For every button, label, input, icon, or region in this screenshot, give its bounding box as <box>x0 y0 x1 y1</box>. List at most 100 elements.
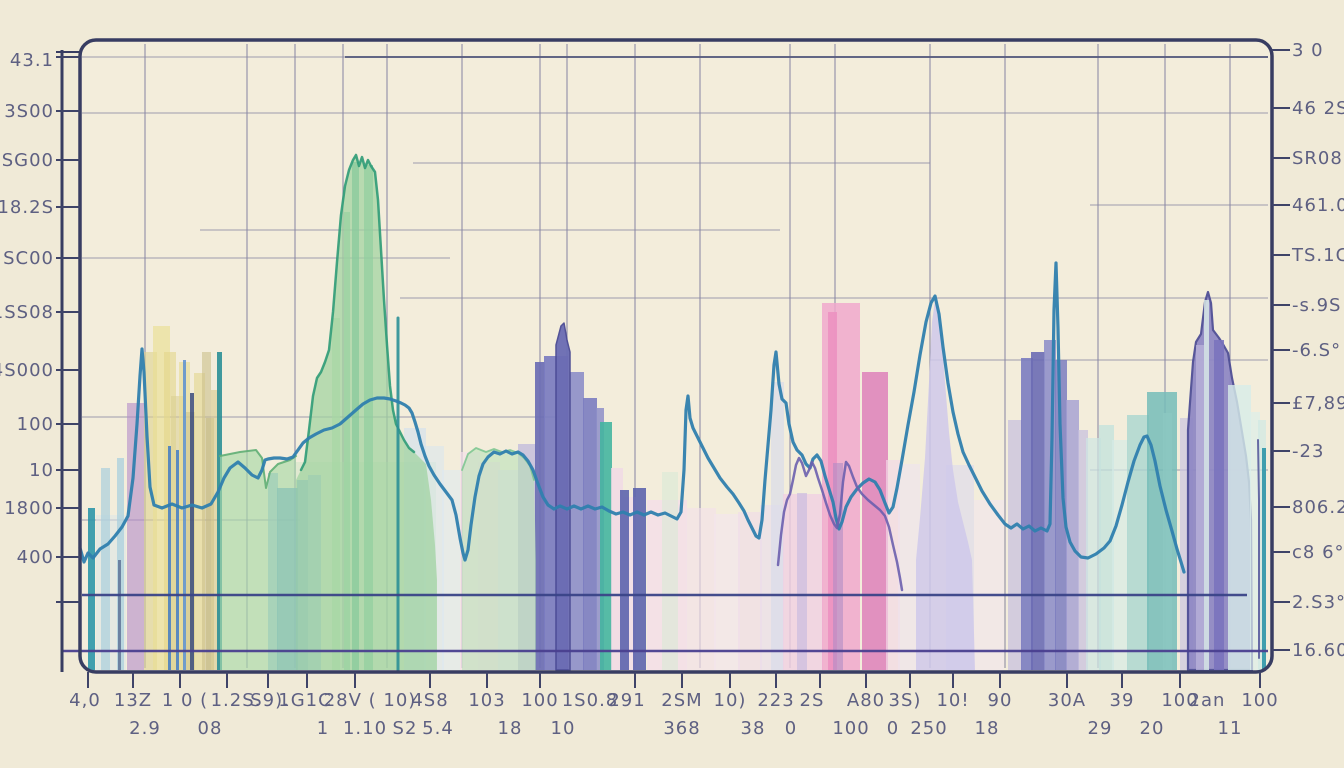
bar <box>898 464 920 670</box>
x-axis-label: 4S8 <box>411 690 448 711</box>
y-axis-right-label: 2.S3° <box>1292 592 1344 613</box>
y-axis-right-label: SR08.SS <box>1292 148 1344 169</box>
y-axis-left-label: 10 <box>29 460 54 481</box>
bar <box>1214 340 1224 670</box>
bar <box>1112 440 1128 670</box>
teal-main-line <box>78 261 1186 574</box>
y-axis-right-label: c8 6° <box>1292 542 1344 563</box>
x-axis-label: 1G1C <box>278 690 331 711</box>
x-axis-label-row2: 10 <box>551 718 576 739</box>
indigo-wobble-line <box>776 456 904 592</box>
y-axis-right-label: -s.9S <box>1292 295 1341 316</box>
bar <box>833 463 843 670</box>
y-axis-right-label: 3 0 <box>1292 40 1324 61</box>
bar <box>1021 358 1033 670</box>
bar <box>771 382 784 670</box>
x-axis-label: 100 <box>1241 690 1278 711</box>
x-axis-label-row2: 1 <box>317 718 329 739</box>
x-axis-label-row2: 08 <box>198 718 223 739</box>
x-axis-label: 103 <box>468 690 505 711</box>
y-axis-left-label: 400 <box>17 547 54 568</box>
lines-layer <box>78 261 1186 592</box>
indigo-right-drop <box>1257 439 1260 659</box>
x-axis-label-row2: 1.10 <box>343 718 387 739</box>
bar <box>686 508 716 670</box>
y-axis-right-label: 461.00 <box>1292 195 1344 216</box>
y-axis-right-label: £7,898 <box>1292 393 1344 414</box>
x-axis-label: 13Z <box>114 690 152 711</box>
x-axis-label-row2: 29 <box>1088 718 1113 739</box>
x-axis-label: 1S0.8 <box>562 690 619 711</box>
bar <box>1031 352 1045 670</box>
x-axis-label: 2SM <box>661 690 702 711</box>
x-axis-label: 90 <box>988 690 1013 711</box>
x-axis-label-row2: 0 <box>887 718 899 739</box>
bar <box>1078 430 1088 670</box>
purple-spike <box>555 322 571 671</box>
x-axis-label: 100 <box>1161 690 1198 711</box>
x-axis-label-row2: 2.9 <box>129 718 161 739</box>
x-axis-label: 3S) <box>889 690 922 711</box>
bar <box>1055 360 1067 670</box>
green-mountain <box>296 155 437 670</box>
x-axis-label-row2: 11 <box>1218 718 1243 739</box>
bar <box>194 373 205 670</box>
bar <box>633 488 646 670</box>
x-axis-label: 2an <box>1189 690 1226 711</box>
ticks-layer <box>56 49 1290 688</box>
x-axis-label-row2: 250 <box>910 718 947 739</box>
x-axis-label-row2: 0 <box>785 718 797 739</box>
x-axis-label-row2: S2 <box>393 718 418 739</box>
bar <box>1163 413 1172 670</box>
bar <box>714 514 740 670</box>
bar <box>190 393 194 670</box>
green-bump <box>462 448 536 670</box>
bar <box>211 390 220 670</box>
bar <box>176 450 179 670</box>
bar <box>583 398 597 670</box>
bar <box>600 422 612 670</box>
bar <box>535 362 545 670</box>
x-axis-label: A80 <box>847 690 885 711</box>
front-bars-layer <box>1196 300 1266 670</box>
y-axis-right-label: -23 <box>1292 441 1324 462</box>
green-flat-edge <box>219 449 297 489</box>
bar <box>101 468 110 670</box>
bar <box>127 403 144 670</box>
bar <box>1127 415 1149 670</box>
bar <box>1204 300 1209 670</box>
bar <box>620 490 629 670</box>
y-axis-left-label: 1800 <box>4 498 54 519</box>
x-axis-label: 1 0 ( <box>162 690 208 711</box>
y-axis-right-label: 46 2S <box>1292 98 1344 119</box>
bar <box>862 372 888 670</box>
green-mountain-edge <box>299 153 416 472</box>
bar <box>1196 345 1204 670</box>
bar <box>168 446 171 670</box>
x-axis-label: 2S <box>800 690 825 711</box>
x-axis-label: 291 <box>608 690 645 711</box>
lavender-peak <box>916 296 975 670</box>
bar <box>570 372 584 670</box>
y-axis-right-label: -6.S° <box>1292 340 1341 361</box>
bar <box>797 493 807 670</box>
bar <box>118 560 121 670</box>
x-axis-label-row2: 38 <box>741 718 766 739</box>
plot-border <box>78 38 1274 674</box>
bar <box>1008 420 1022 670</box>
y-axis-left-label: 100 <box>17 414 54 435</box>
y-axis-left-label: 3S00 <box>4 101 54 122</box>
x-axis-label: 30A <box>1048 690 1086 711</box>
x-axis-label: 4,0 <box>69 690 101 711</box>
bar <box>1262 448 1266 670</box>
y-axis-left-label: 4S000 <box>0 360 54 381</box>
green-flat-area <box>220 450 296 670</box>
y-axis-left-label: SC00 <box>3 248 54 269</box>
x-axis-label: 10) <box>714 690 747 711</box>
x-axis-label: 1.2S. <box>211 690 262 711</box>
x-axis-label: 10! <box>936 690 969 711</box>
bar <box>1228 385 1251 670</box>
labels-layer: 43.13S001SG0018.2SSC001SS084S00010010180… <box>0 40 1344 739</box>
